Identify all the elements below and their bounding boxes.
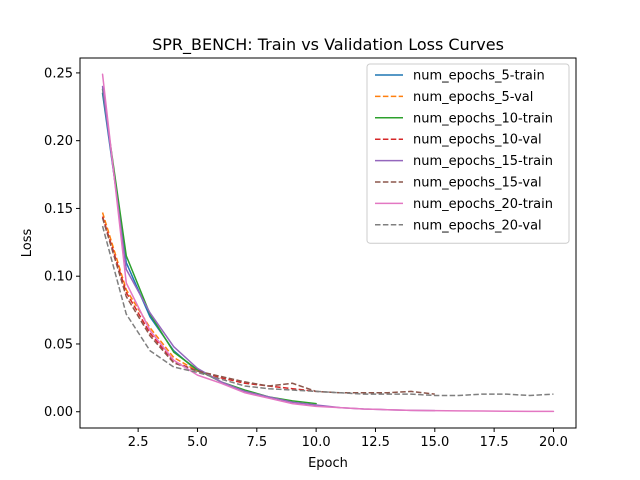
- x-tick-label: 7.5: [246, 435, 267, 450]
- x-tick-label: 15.0: [420, 435, 449, 450]
- x-tick-label: 5.0: [187, 435, 208, 450]
- x-tick-label: 17.5: [480, 435, 509, 450]
- y-tick-label: 0.00: [44, 405, 73, 420]
- y-axis-label: Loss: [20, 229, 35, 258]
- legend-label-5: num_epochs_15-val: [413, 176, 542, 191]
- legend-label-1: num_epochs_5-val: [413, 90, 533, 105]
- legend-label-6: num_epochs_20-train: [413, 197, 553, 212]
- legend-label-3: num_epochs_10-val: [413, 133, 542, 148]
- plot-area-frame: [79, 57, 577, 429]
- y-tick-label: 0.15: [44, 202, 73, 217]
- x-tick-label: 20.0: [539, 435, 568, 450]
- series-line-7: [101, 225, 554, 397]
- legend-label-2: num_epochs_10-train: [413, 111, 553, 126]
- y-tick-label: 0.10: [44, 270, 73, 285]
- series-line-5: [101, 217, 435, 395]
- legend-label-4: num_epochs_15-train: [413, 154, 553, 169]
- x-axis-label: Epoch: [308, 456, 348, 471]
- y-tick-label: 0.20: [44, 134, 73, 149]
- x-tick-label: 12.5: [361, 435, 390, 450]
- x-tick-label: 10.0: [302, 435, 331, 450]
- x-tick-label: 2.5: [128, 435, 149, 450]
- y-axis-ticks: 0.00 0.05 0.10 0.15 0.20 0.25: [44, 66, 80, 420]
- legend-label-7: num_epochs_20-val: [413, 218, 542, 233]
- legend-box: [366, 63, 570, 244]
- series-line-6: [101, 73, 555, 413]
- y-tick-label: 0.05: [44, 337, 73, 352]
- legend: num_epochs_5-train num_epochs_5-val num_ep…: [366, 63, 570, 244]
- y-tick-label: 0.25: [44, 66, 73, 81]
- legend-label-0: num_epochs_5-train: [413, 69, 545, 84]
- series-layer: [101, 73, 555, 413]
- chart-title: SPR_BENCH: Train vs Validation Loss Curv…: [152, 35, 504, 55]
- x-axis-ticks: 2.5 5.0 7.5 10.0 12.5 15.0 17.5 20.0: [128, 428, 568, 450]
